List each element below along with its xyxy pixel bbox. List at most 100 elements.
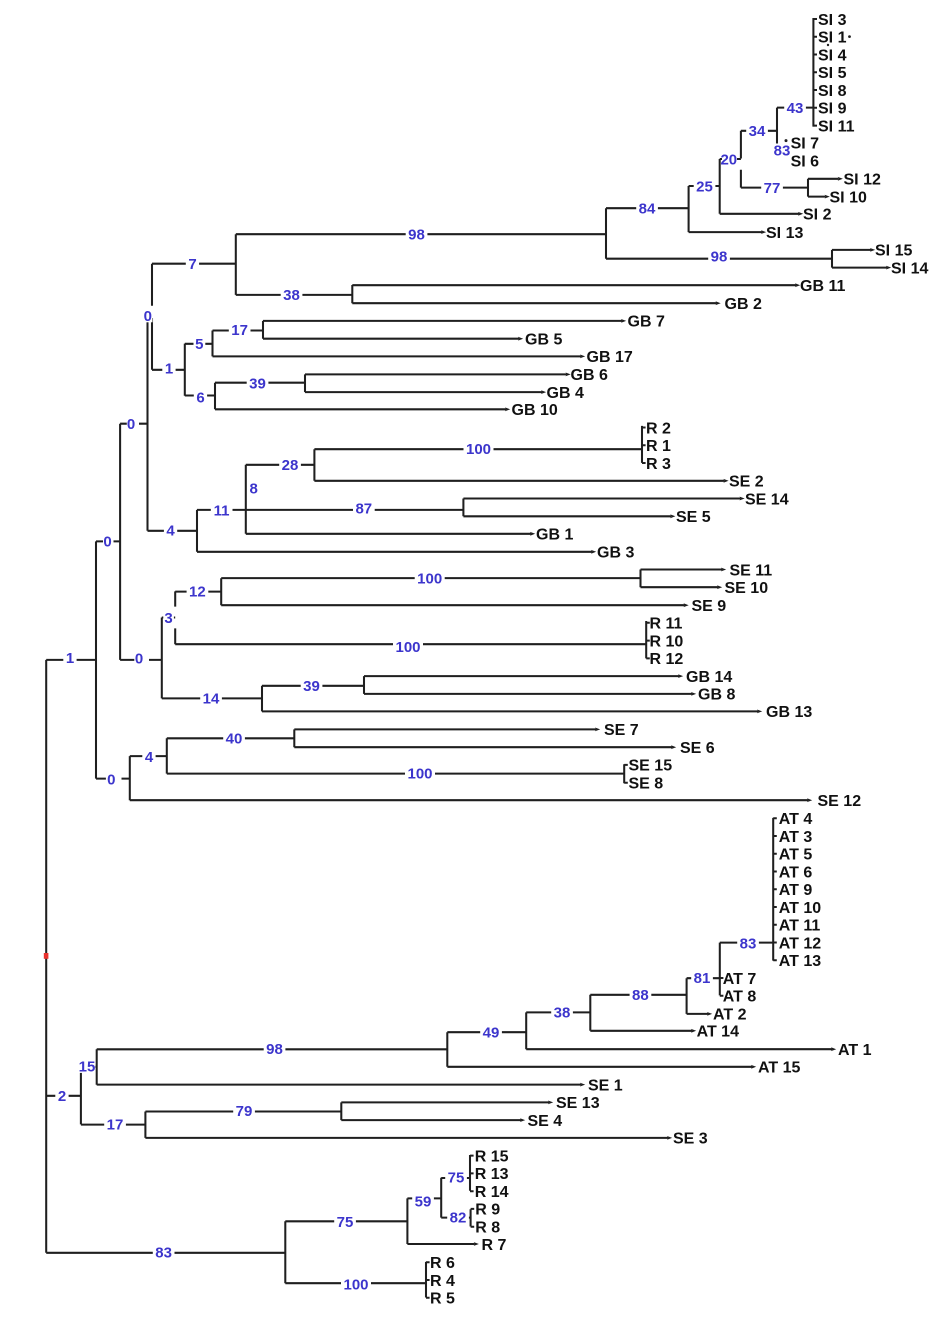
svg-text:40: 40	[226, 731, 243, 748]
svg-text:88: 88	[632, 987, 649, 1004]
svg-text:SI 5: SI 5	[818, 65, 847, 82]
svg-text:12: 12	[189, 584, 206, 601]
svg-text:AT 9: AT 9	[779, 882, 813, 899]
svg-text:84: 84	[639, 201, 656, 218]
svg-text:GB 2: GB 2	[725, 296, 762, 313]
svg-text:SE 9: SE 9	[692, 598, 727, 615]
svg-text:98: 98	[711, 248, 728, 265]
svg-text:R 1: R 1	[646, 438, 671, 455]
svg-text:100: 100	[395, 639, 420, 656]
svg-text:AT 14: AT 14	[697, 1024, 739, 1041]
svg-text:17: 17	[107, 1117, 124, 1134]
svg-text:GB 1: GB 1	[536, 527, 573, 544]
svg-text:SE 5: SE 5	[676, 509, 711, 526]
svg-text:AT 11: AT 11	[779, 918, 821, 935]
svg-text:98: 98	[408, 226, 425, 243]
svg-text:98: 98	[266, 1041, 283, 1058]
svg-text:6: 6	[196, 389, 204, 406]
svg-text:GB 8: GB 8	[698, 687, 735, 704]
svg-text:100: 100	[466, 441, 491, 458]
svg-text:GB 5: GB 5	[525, 332, 562, 349]
svg-text:R 5: R 5	[430, 1291, 455, 1308]
svg-text:SI 3: SI 3	[818, 12, 847, 29]
svg-text:SE 7: SE 7	[604, 722, 639, 739]
svg-text:AT 2: AT 2	[713, 1007, 747, 1024]
svg-text:43: 43	[787, 100, 804, 117]
svg-text:AT 1: AT 1	[838, 1042, 872, 1059]
svg-text:14: 14	[203, 691, 220, 708]
svg-text:SI 15: SI 15	[875, 243, 912, 260]
svg-text:49: 49	[483, 1025, 500, 1042]
svg-text:39: 39	[249, 376, 266, 393]
svg-text:R 14: R 14	[475, 1184, 509, 1201]
svg-text:SI 10: SI 10	[830, 189, 867, 206]
svg-text:SE 12: SE 12	[818, 793, 862, 810]
svg-text:AT 3: AT 3	[779, 829, 813, 846]
svg-text:AT 15: AT 15	[758, 1060, 800, 1077]
svg-text:100: 100	[407, 766, 432, 783]
svg-text:79: 79	[236, 1103, 253, 1120]
svg-text:82: 82	[450, 1210, 467, 1227]
svg-text:GB 7: GB 7	[628, 314, 665, 331]
svg-text:SE 10: SE 10	[725, 580, 769, 597]
svg-text:R 10: R 10	[650, 633, 684, 650]
svg-text:GB 4: GB 4	[547, 385, 584, 402]
svg-text:25: 25	[696, 178, 713, 195]
svg-text:87: 87	[355, 500, 372, 517]
svg-text:SI 13: SI 13	[766, 225, 803, 242]
svg-text:SI 1: SI 1	[818, 30, 847, 47]
svg-text:83: 83	[155, 1245, 172, 1262]
svg-text:38: 38	[283, 287, 300, 304]
svg-text:20: 20	[720, 152, 737, 169]
svg-text:83: 83	[740, 935, 757, 952]
svg-text:R 7: R 7	[482, 1237, 507, 1254]
svg-text:28: 28	[282, 457, 299, 474]
svg-text:SE 2: SE 2	[729, 474, 764, 491]
svg-text:SE 1: SE 1	[588, 1077, 623, 1094]
svg-text:11: 11	[214, 503, 230, 520]
svg-text:AT 6: AT 6	[779, 864, 813, 881]
svg-text:83: 83	[774, 143, 791, 160]
svg-text:SI 7: SI 7	[791, 135, 820, 152]
svg-text:100: 100	[343, 1276, 368, 1293]
svg-text:GB 17: GB 17	[587, 349, 633, 366]
svg-text:R 8: R 8	[475, 1220, 500, 1237]
svg-text:SE 3: SE 3	[673, 1131, 708, 1148]
svg-text:SE 13: SE 13	[556, 1095, 600, 1112]
svg-text:SI 9: SI 9	[818, 101, 847, 118]
svg-text:0: 0	[127, 416, 135, 433]
svg-text:81: 81	[694, 970, 711, 987]
svg-text:59: 59	[415, 1194, 432, 1211]
svg-text:GB 11: GB 11	[800, 278, 845, 295]
svg-text:AT 10: AT 10	[779, 900, 821, 917]
svg-text:GB 10: GB 10	[512, 402, 558, 419]
svg-text:39: 39	[303, 678, 320, 695]
svg-text:R 4: R 4	[430, 1273, 455, 1290]
svg-text:AT 5: AT 5	[779, 847, 813, 864]
svg-text:1: 1	[165, 361, 173, 378]
svg-text:8: 8	[250, 481, 258, 498]
svg-text:2: 2	[58, 1088, 66, 1105]
svg-text:SE 6: SE 6	[680, 740, 715, 757]
svg-text:4: 4	[166, 523, 175, 540]
svg-text:100: 100	[417, 570, 442, 587]
svg-text:15: 15	[79, 1059, 96, 1076]
svg-text:R 3: R 3	[646, 456, 671, 473]
svg-text:1: 1	[66, 650, 74, 667]
svg-text:SI 8: SI 8	[818, 83, 847, 100]
svg-text:AT 13: AT 13	[779, 953, 821, 970]
svg-text:0: 0	[103, 534, 111, 551]
svg-text:7: 7	[188, 256, 196, 273]
svg-text:R 12: R 12	[650, 651, 684, 668]
svg-text:4: 4	[145, 749, 154, 766]
svg-text:SI 11: SI 11	[818, 118, 855, 135]
svg-text:75: 75	[337, 1214, 354, 1231]
svg-text:75: 75	[448, 1170, 465, 1187]
svg-text:SE 14: SE 14	[745, 491, 789, 508]
svg-text:GB 3: GB 3	[597, 545, 634, 562]
svg-text:SI 14: SI 14	[891, 260, 928, 277]
svg-text:GB 14: GB 14	[686, 669, 732, 686]
svg-text:0: 0	[107, 771, 115, 788]
svg-text:R 15: R 15	[475, 1148, 509, 1165]
svg-text:R 11: R 11	[650, 616, 683, 633]
